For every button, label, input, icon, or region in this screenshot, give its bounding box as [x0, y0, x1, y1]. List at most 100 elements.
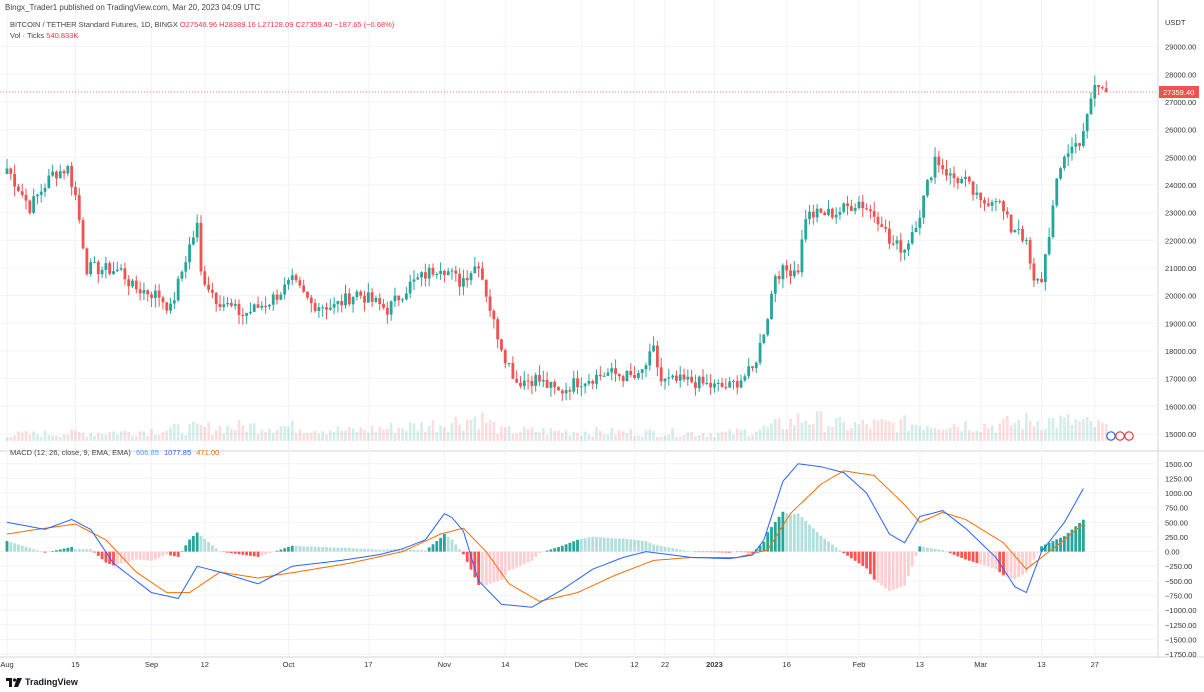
candle-body — [713, 383, 716, 388]
macd-histogram-bar — [659, 545, 663, 552]
macd-histogram-bar — [880, 551, 884, 586]
macd-histogram-bar — [948, 551, 952, 554]
macd-histogram-bar — [872, 551, 876, 580]
macd-histogram-bar — [351, 548, 355, 552]
candle-body — [865, 208, 868, 210]
macd-histogram-bar — [176, 551, 180, 557]
candle-body — [230, 302, 233, 306]
candle-body — [184, 262, 188, 272]
candle-body — [534, 375, 538, 386]
time-tick-label: Aug — [0, 660, 13, 669]
candle-body — [294, 275, 298, 281]
volume-bar — [998, 423, 1001, 441]
tradingview-logo[interactable]: TradingView — [6, 677, 78, 687]
macd-histogram — [5, 511, 1085, 592]
volume-bar — [538, 432, 541, 441]
candle-body — [1055, 178, 1059, 206]
price-tick-label: 20000.00 — [1165, 292, 1196, 301]
macd-histogram-bar — [378, 549, 382, 552]
macd-histogram-bar — [595, 537, 598, 552]
macd-histogram-bar — [598, 537, 602, 552]
macd-histogram-bar — [306, 546, 309, 552]
volume-bar — [70, 429, 73, 441]
candle-body — [5, 168, 9, 174]
candle-body — [336, 301, 340, 305]
macd-histogram-bar — [861, 551, 865, 566]
macd-histogram-bar — [66, 547, 70, 552]
volume-bar — [1055, 427, 1059, 441]
candle-body — [998, 201, 1002, 203]
volume-bar — [20, 432, 24, 441]
candle-body — [933, 156, 937, 178]
volume-bar — [446, 432, 450, 441]
signal-line — [6, 470, 1084, 602]
volume-bar — [618, 430, 621, 441]
macd-histogram-bar — [1040, 546, 1043, 552]
volume-bar — [112, 431, 115, 441]
volume-bar — [154, 434, 157, 441]
macd-histogram-bar — [20, 545, 24, 552]
time-tick-label: 2023 — [706, 660, 723, 669]
candle-body — [686, 376, 690, 380]
candle-body — [519, 382, 522, 387]
macd-histogram-bar — [884, 551, 887, 589]
candle-body — [89, 262, 93, 275]
volume-bar — [496, 433, 499, 441]
volume-bar — [694, 436, 697, 441]
macd-histogram-bar — [416, 550, 420, 552]
volume-bar — [309, 433, 313, 441]
macd-histogram-bar — [408, 549, 412, 552]
macd-histogram-bar — [952, 551, 956, 555]
volume-bar — [675, 436, 678, 441]
macd-histogram-bar — [256, 551, 260, 557]
macd-histogram-bar — [374, 549, 378, 552]
candle-body — [172, 300, 176, 304]
candle-body — [648, 351, 652, 366]
macd-histogram-bar — [340, 547, 344, 552]
macd-histogram-bar — [492, 551, 496, 583]
volume-bar — [188, 424, 191, 441]
candle-body — [264, 305, 268, 307]
macd-histogram-bar — [663, 546, 667, 552]
candle-body — [823, 212, 827, 216]
macd-histogram-bar — [564, 544, 568, 552]
candle-body — [496, 319, 500, 340]
volume-bar — [1051, 417, 1055, 441]
volume-bar — [62, 434, 66, 441]
price-tick-label: 15000.00 — [1165, 430, 1196, 439]
candle-body — [423, 272, 427, 279]
macd-histogram-bar — [264, 551, 268, 555]
macd-histogram-bar — [716, 551, 720, 553]
volume-bar — [903, 415, 906, 441]
volume-bar — [271, 432, 275, 441]
macd-histogram-bar — [910, 551, 914, 567]
candle-body — [568, 389, 572, 392]
macd-histogram-bar — [830, 544, 834, 552]
volume-bar — [1078, 421, 1081, 441]
volume-bar — [964, 421, 967, 441]
candle-body — [275, 294, 279, 300]
macd-histogram-bar — [572, 541, 576, 552]
volume-bar — [500, 425, 503, 441]
candle-body — [393, 295, 397, 302]
candle-body — [1104, 88, 1108, 93]
macd-histogram-bar — [214, 548, 218, 552]
macd-histogram-bar — [640, 540, 644, 552]
candle-body — [416, 277, 420, 280]
volume-bar — [899, 419, 903, 441]
candle-body — [781, 265, 785, 280]
candle-body — [1043, 254, 1047, 283]
candle-body — [1062, 156, 1066, 169]
volume-bar — [203, 427, 207, 441]
candle-body — [1093, 84, 1097, 99]
volume-bar — [256, 433, 260, 441]
volume-bar — [827, 426, 830, 441]
macd-histogram-bar — [576, 539, 579, 552]
macd-histogram-bar — [47, 551, 51, 553]
volume-bar — [561, 433, 564, 441]
candle-body — [36, 194, 39, 197]
candle-body — [370, 292, 374, 302]
candle-body — [39, 191, 43, 195]
time-tick-label: 12 — [201, 660, 209, 669]
